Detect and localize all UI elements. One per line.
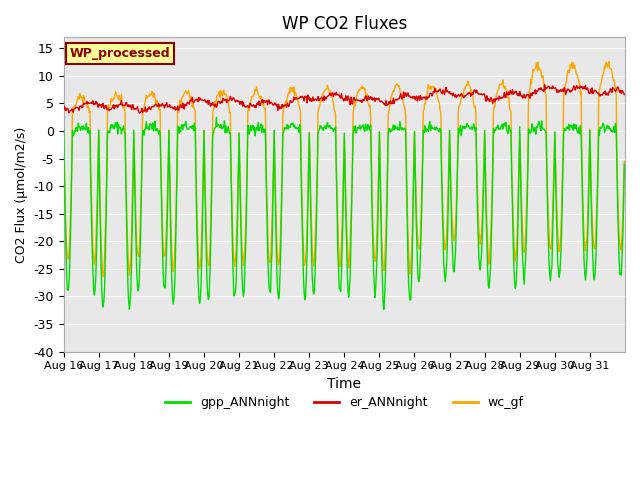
X-axis label: Time: Time: [327, 377, 362, 391]
Legend: gpp_ANNnight, er_ANNnight, wc_gf: gpp_ANNnight, er_ANNnight, wc_gf: [160, 391, 529, 414]
Text: WP_processed: WP_processed: [69, 47, 170, 60]
Title: WP CO2 Fluxes: WP CO2 Fluxes: [282, 15, 407, 33]
Y-axis label: CO2 Flux (μmol/m2/s): CO2 Flux (μmol/m2/s): [15, 126, 28, 263]
